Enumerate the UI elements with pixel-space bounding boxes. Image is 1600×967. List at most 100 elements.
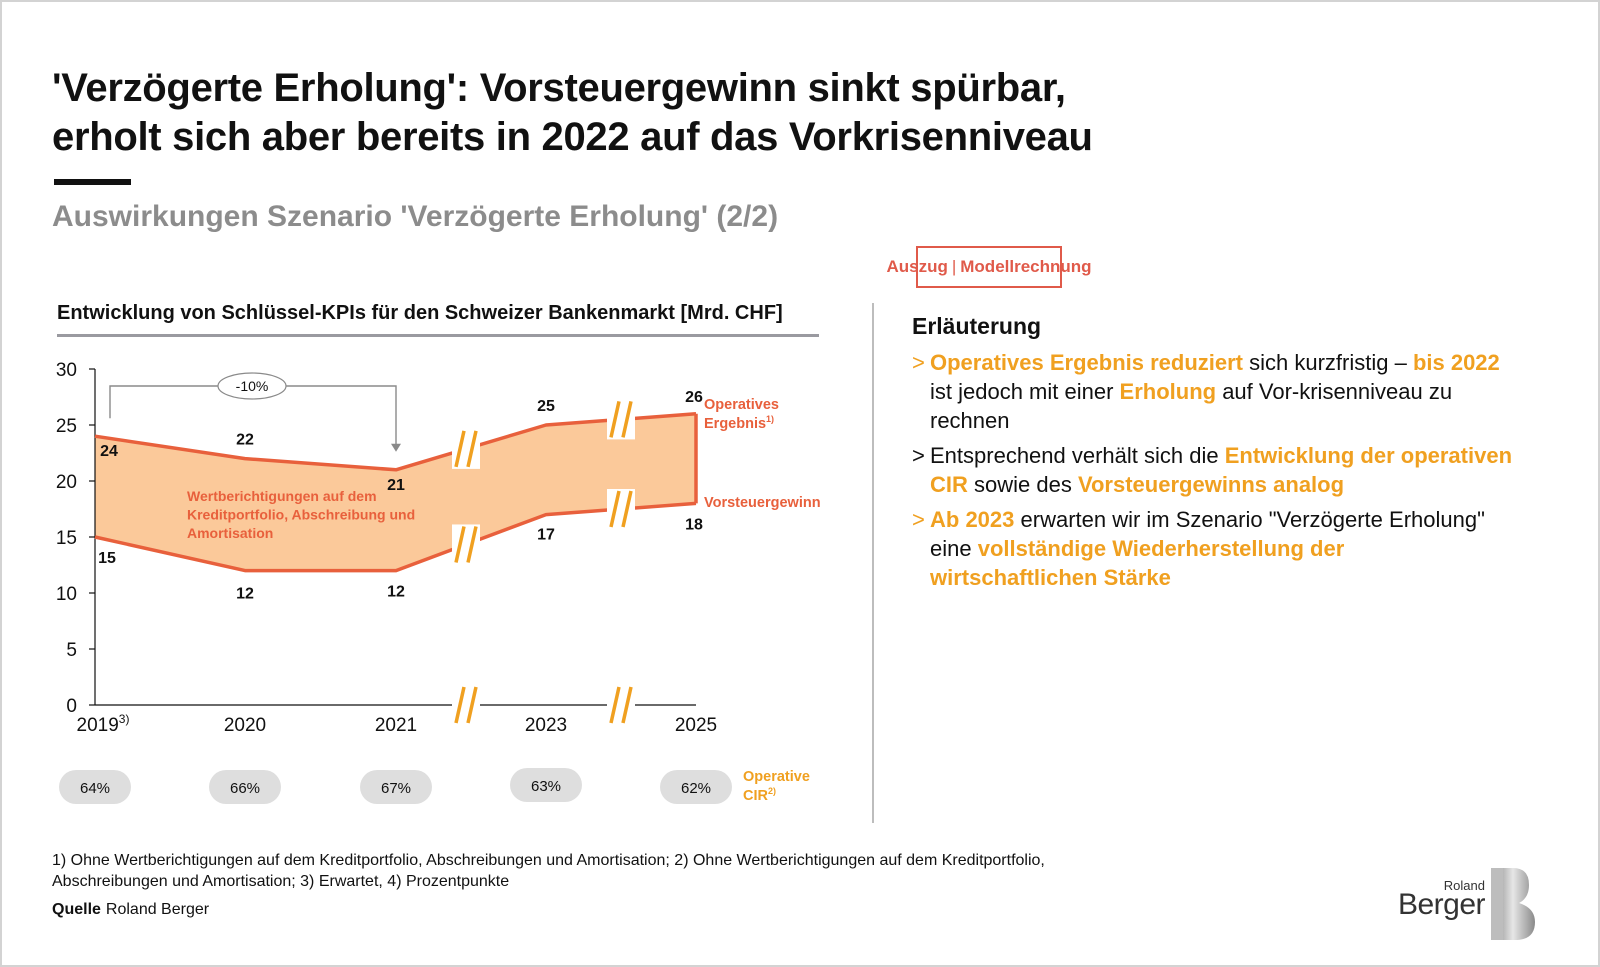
change-label: -10% — [236, 378, 269, 394]
bullet-3-highlight-2: vollständige Wiederherstellung der wirts… — [930, 536, 1345, 590]
cir-value: 66% — [230, 780, 260, 797]
area-label: Wertberichtigungen auf dem — [187, 488, 377, 504]
data-label-vorsteuergewinn: 15 — [98, 550, 116, 567]
explanation-title: Erläuterung — [912, 313, 1042, 339]
axis-break-slash — [621, 490, 633, 528]
chart-heading-rule — [57, 334, 819, 337]
chart-heading: Entwicklung von Schlüssel-KPIs für den S… — [57, 302, 783, 324]
bullet-2-highlight-1: Entwicklung der operativen CIR — [930, 443, 1513, 497]
data-label-operatives-ergebnis: 24 — [100, 443, 118, 460]
series-line-operatives-ergebnis — [94, 412, 697, 472]
axis-break-slash — [609, 686, 621, 724]
x-tick-label: 20193) — [77, 712, 130, 736]
bullet-2-text-1: Entsprechend verhält sich die — [930, 443, 1225, 468]
axis-break-slash — [466, 430, 478, 468]
page-subtitle: Auswirkungen Szenario 'Verzögerte Erholu… — [52, 200, 779, 233]
explanation-bullet-1: > Operatives Ergebnis reduziert sich kur… — [912, 348, 1512, 435]
x-tick-label: 2021 — [375, 715, 417, 736]
series-label-operatives-ergebnis: Operatives — [704, 397, 779, 413]
bullet-1-highlight-3: Erholung — [1119, 379, 1217, 404]
cir-pill — [660, 770, 732, 804]
vertical-divider — [872, 303, 874, 823]
data-label-vorsteuergewinn: 12 — [387, 584, 405, 601]
axis-break-slash — [466, 526, 478, 563]
axis-break-slash — [466, 686, 478, 724]
data-label-operatives-ergebnis: 26 — [685, 389, 703, 406]
bullet-2-text-2: sowie des — [967, 472, 1078, 497]
excerpt-badge: Auszug | Modellrechnung — [886, 246, 1092, 288]
bullet-marker: > — [912, 443, 925, 468]
bullet-3-highlight-1: Ab 2023 — [930, 507, 1015, 532]
cir-pill — [360, 770, 432, 804]
bullet-1-text-3: auf Vor-krisenniveau zu rechnen — [930, 379, 1453, 433]
data-label-operatives-ergebnis: 22 — [236, 432, 254, 449]
axis-break-slash — [621, 686, 633, 724]
bullet-1-highlight-2: bis 2022 — [1412, 350, 1500, 375]
x-tick-label: 2020 — [224, 715, 266, 736]
y-tick-label: 0 — [66, 696, 77, 717]
footnote-line-1: 1) Ohne Wertberichtigungen auf dem Kredi… — [52, 852, 1045, 869]
footnote-line-2: Abschreibungen und Amortisation; 3) Erwa… — [52, 873, 510, 890]
x-tick-superscript: 3) — [119, 712, 130, 726]
source-value: Roland Berger — [105, 901, 210, 918]
y-tick-label: 10 — [56, 584, 77, 605]
y-tick-label: 25 — [56, 416, 77, 437]
cir-value: 64% — [80, 780, 110, 797]
data-label-vorsteuergewinn: 17 — [537, 527, 555, 544]
change-bubble — [217, 372, 287, 400]
axis-break-slash — [454, 430, 466, 468]
roland-berger-logo: Roland Berger — [1395, 866, 1545, 941]
y-tick-label: 15 — [56, 528, 77, 549]
logo-text-roland: Roland — [1443, 878, 1485, 893]
y-tick-label: 20 — [56, 472, 77, 493]
series-line-vorsteuergewinn — [94, 501, 697, 573]
source-label: Quelle — [52, 901, 101, 918]
axis-break-slash — [609, 490, 621, 528]
title-underline — [54, 179, 131, 185]
explanation-list: > Operatives Ergebnis reduziert sich kur… — [912, 348, 1512, 598]
logo-text-berger: Berger — [1397, 888, 1486, 921]
title-line-1: 'Verzögerte Erholung': Vorsteuergewinn s… — [52, 66, 1066, 110]
cir-label: Operative — [743, 769, 810, 785]
bullet-2-highlight-2: Vorsteuergewinns analog — [1077, 472, 1345, 497]
data-label-vorsteuergewinn: 18 — [685, 516, 703, 533]
data-label-operatives-ergebnis: 21 — [387, 477, 405, 494]
series-label-operatives-ergebnis-line2: Ergebnis1) — [704, 414, 774, 432]
axis-break-slash — [454, 526, 466, 563]
series-label-vorsteuergewinn: Vorsteuergewinn — [704, 495, 821, 511]
y-tick-label: 5 — [66, 640, 77, 661]
bullet-marker: > — [912, 350, 925, 375]
cir-label-line2: CIR2) — [743, 786, 776, 804]
cir-pill — [209, 770, 281, 804]
x-tick-label: 2023 — [525, 715, 567, 736]
area-label: Amortisation — [187, 525, 273, 541]
bullet-3-text-1: erwarten wir im Szenario "Verzögerte Erh… — [930, 507, 1485, 561]
axis-break-slash — [621, 401, 633, 438]
area-band — [95, 413, 696, 571]
cir-pill — [510, 768, 582, 802]
x-tick-label: 2025 — [675, 715, 717, 736]
area-label: Kreditportfolio, Abschreibung und — [187, 507, 415, 523]
cir-value: 62% — [681, 780, 711, 797]
page-title: 'Verzögerte Erholung': Vorsteuergewinn s… — [52, 64, 1252, 162]
y-tick-label: 30 — [56, 360, 77, 381]
data-label-operatives-ergebnis: 25 — [537, 398, 555, 415]
axis-break-slash — [454, 686, 466, 724]
footnotes: 1) Ohne Wertberichtigungen auf dem Kredi… — [52, 850, 1252, 892]
badge-separator: | — [951, 257, 957, 276]
explanation-bullet-3: > Ab 2023 erwarten wir im Szenario "Verz… — [912, 505, 1512, 592]
title-line-2: erholt sich aber bereits in 2022 auf das… — [52, 115, 1093, 159]
badge-left: Auszug — [886, 257, 948, 276]
axis-break-slash — [609, 401, 621, 438]
bullet-1-highlight-1: Operatives Ergebnis reduziert — [930, 350, 1243, 375]
bullet-marker: > — [912, 507, 925, 532]
bullet-1-text-1: sich kurzfristig – — [1243, 350, 1413, 375]
cir-label-superscript: 2) — [768, 786, 776, 796]
cir-value: 67% — [381, 780, 411, 797]
logo-b-mark-icon — [1491, 868, 1535, 940]
source-line: Quelle Roland Berger — [52, 901, 209, 919]
cir-value: 63% — [531, 778, 561, 795]
explanation-bullet-2: > Entsprechend verhält sich die Entwickl… — [912, 441, 1512, 499]
series-label-superscript: 1) — [766, 414, 774, 424]
